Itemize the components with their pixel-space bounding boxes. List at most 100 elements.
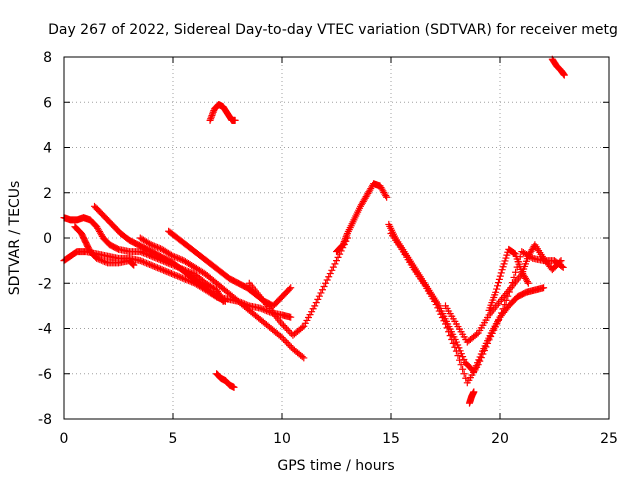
data-point xyxy=(280,322,288,330)
x-axis-label: GPS time / hours xyxy=(277,458,394,474)
data-point xyxy=(480,346,488,354)
series-track-p xyxy=(465,388,478,407)
data-point xyxy=(331,260,339,268)
data-point xyxy=(175,255,183,263)
data-point xyxy=(485,336,493,344)
data-point xyxy=(177,273,185,281)
data-point xyxy=(298,324,306,332)
data-point xyxy=(167,251,175,259)
data-point xyxy=(147,241,155,249)
data-point xyxy=(93,254,101,262)
data-point xyxy=(452,347,460,355)
data-point xyxy=(442,320,449,328)
series-track-d xyxy=(71,223,138,269)
data-point xyxy=(341,236,349,244)
data-point xyxy=(473,330,481,338)
data-point xyxy=(208,112,216,120)
data-point xyxy=(146,261,154,269)
data-point xyxy=(178,274,186,282)
data-point xyxy=(315,292,323,300)
data-point xyxy=(459,365,467,373)
data-point xyxy=(470,388,478,396)
data-point xyxy=(171,271,179,279)
data-point xyxy=(136,257,144,265)
data-point xyxy=(147,261,155,269)
data-point xyxy=(318,286,326,294)
data-point xyxy=(160,266,168,274)
data-point xyxy=(494,282,502,290)
data-point xyxy=(496,313,504,321)
series-track-o xyxy=(548,55,568,79)
series-track-l xyxy=(485,245,532,314)
series-track-h xyxy=(333,180,391,256)
data-point xyxy=(281,323,289,331)
data-point xyxy=(169,270,177,278)
data-point xyxy=(169,252,177,260)
data-point xyxy=(460,370,468,378)
data-point xyxy=(97,256,105,264)
x-tick-label: 0 xyxy=(60,431,69,447)
data-point xyxy=(99,257,107,265)
data-point xyxy=(491,323,499,331)
data-point xyxy=(558,262,566,270)
data-point xyxy=(540,284,548,292)
data-point xyxy=(343,231,351,239)
data-point xyxy=(286,328,294,336)
chart-title: Day 267 of 2022, Sidereal Day-to-day VTE… xyxy=(48,22,618,38)
data-point xyxy=(440,317,448,325)
y-tick-label: 2 xyxy=(43,186,52,202)
data-point xyxy=(150,262,158,270)
data-point xyxy=(326,270,334,278)
data-point xyxy=(488,329,496,337)
data-point xyxy=(311,302,319,310)
data-point xyxy=(230,383,238,391)
data-point xyxy=(298,353,306,361)
data-point xyxy=(141,250,149,258)
y-tick-label: 0 xyxy=(43,231,52,247)
data-point xyxy=(445,328,453,336)
data-point xyxy=(283,338,291,346)
data-point xyxy=(342,234,350,242)
data-point xyxy=(94,255,102,263)
series-track-c xyxy=(91,202,229,305)
data-point xyxy=(495,275,503,283)
data-point xyxy=(220,297,228,305)
data-point xyxy=(314,295,322,303)
y-tick-label: 4 xyxy=(43,141,52,157)
data-point xyxy=(149,241,157,249)
data-point xyxy=(448,335,456,343)
data-point xyxy=(477,354,485,362)
data-point xyxy=(323,276,331,284)
data-point xyxy=(498,309,506,317)
series-track-e xyxy=(136,234,308,362)
data-point xyxy=(493,320,501,328)
data-point xyxy=(334,253,342,261)
data-point xyxy=(146,240,154,248)
data-point xyxy=(501,301,509,309)
data-point xyxy=(300,354,308,362)
data-point xyxy=(494,316,502,324)
data-point xyxy=(449,339,457,347)
data-point xyxy=(325,273,333,281)
data-point xyxy=(339,241,347,249)
data-point xyxy=(161,267,169,275)
data-point xyxy=(492,288,500,296)
data-point xyxy=(557,257,565,265)
data-point xyxy=(138,257,146,265)
data-point xyxy=(283,325,291,333)
data-point xyxy=(443,324,451,332)
data-point xyxy=(155,244,163,252)
data-point xyxy=(207,115,215,123)
data-point xyxy=(129,260,137,268)
data-point xyxy=(157,245,165,253)
data-point xyxy=(174,272,182,280)
data-point xyxy=(166,269,174,277)
data-point xyxy=(312,299,320,307)
series-track-m xyxy=(206,101,239,124)
series-track-g xyxy=(245,234,351,339)
data-point xyxy=(284,326,292,334)
x-tick-label: 5 xyxy=(169,431,178,447)
data-point xyxy=(157,265,165,273)
data-point xyxy=(322,279,330,287)
